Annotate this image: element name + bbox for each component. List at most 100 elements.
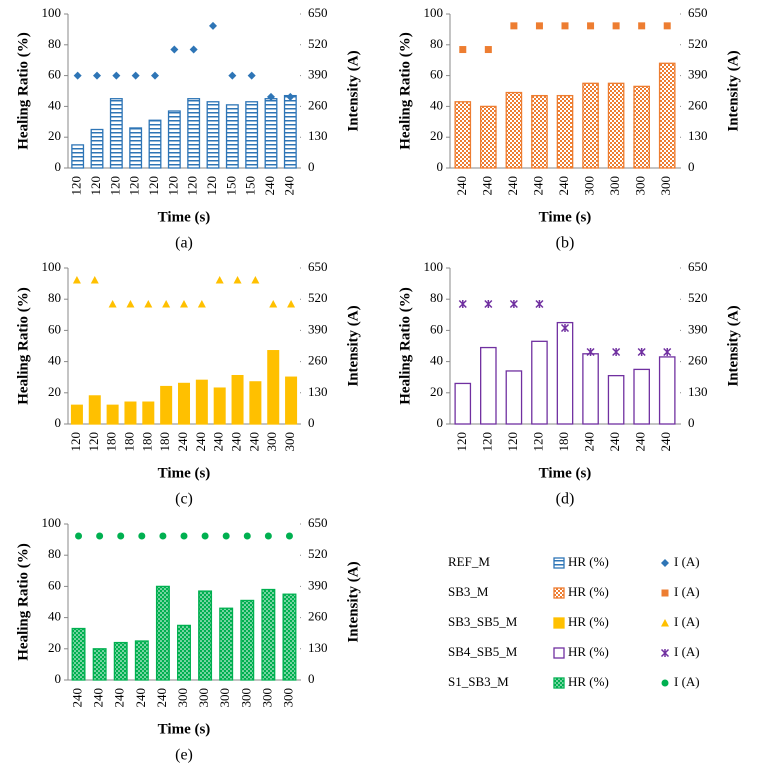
y-tick-label: 60: [48, 67, 61, 82]
bar: [71, 627, 86, 681]
y-tick-label: 60: [430, 67, 443, 82]
bar: [219, 607, 234, 681]
y-tick-label: 60: [48, 321, 61, 336]
y2-tick-label: 650: [308, 5, 328, 20]
intensity-point: [117, 532, 125, 540]
bar: [283, 94, 297, 169]
intensity-point: [484, 299, 493, 309]
y-tick-label: 100: [42, 515, 62, 530]
bar: [92, 648, 107, 681]
legend-label: I (A): [674, 584, 700, 599]
legend-label: HR (%): [568, 554, 609, 569]
y2-tick-label: 130: [308, 640, 328, 655]
intensity-point: [637, 347, 646, 357]
bar: [480, 105, 497, 169]
intensity-point: [131, 71, 140, 80]
intensity-point: [535, 299, 544, 309]
intensity-point: [144, 300, 153, 308]
y2-tick-label: 650: [688, 5, 708, 20]
bar: [267, 350, 280, 425]
bar: [142, 401, 155, 425]
x-tick-label: 180: [104, 432, 119, 452]
bar: [658, 62, 676, 169]
x-tick-label: 300: [196, 688, 211, 708]
y-axis-title: Healing Ratio (%): [15, 543, 31, 661]
intensity-point: [112, 71, 121, 80]
y2-tick-label: 0: [308, 415, 315, 430]
bar: [582, 82, 599, 169]
y2-tick-label: 650: [308, 259, 328, 274]
y-axis-title: Healing Ratio (%): [15, 32, 31, 150]
x-tick-label: 240: [479, 176, 494, 196]
legend-label: I (A): [674, 554, 700, 569]
y2-tick-label: 0: [688, 415, 695, 430]
bar: [249, 381, 262, 425]
y-axis-title: Healing Ratio (%): [397, 287, 413, 405]
x-axis-title: Time (s): [158, 209, 211, 225]
bar: [124, 401, 137, 425]
y-tick-label: 0: [55, 159, 62, 174]
legend-label: HR (%): [568, 674, 609, 689]
intensity-point: [170, 45, 179, 54]
intensity-point: [162, 300, 171, 308]
y2-tick-label: 520: [308, 290, 328, 305]
bar: [607, 374, 625, 425]
bar: [155, 585, 170, 681]
intensity-point: [638, 22, 646, 30]
bar: [282, 593, 297, 681]
bar: [90, 128, 104, 169]
x-tick-label: 300: [607, 176, 622, 196]
x-tick-label: 240: [262, 176, 277, 196]
intensity-point: [108, 300, 117, 308]
y2-tick-label: 650: [688, 259, 708, 274]
y2-tick-label: 520: [308, 36, 328, 51]
legend-label: HR (%): [568, 584, 609, 599]
intensity-point: [222, 532, 230, 540]
bar: [177, 624, 191, 681]
x-axis-title: Time (s): [158, 465, 211, 481]
bar: [480, 346, 497, 425]
bar: [264, 98, 278, 169]
legend-swatch: [553, 677, 565, 689]
y2-tick-label: 390: [688, 67, 708, 82]
intensity-point: [215, 276, 224, 284]
intensity-point: [484, 46, 492, 54]
bar: [187, 98, 201, 169]
bar: [71, 144, 85, 169]
bar: [106, 404, 119, 425]
y-tick-label: 100: [42, 259, 62, 274]
y-tick-label: 20: [48, 384, 61, 399]
panel-label: (b): [556, 235, 575, 252]
y-tick-label: 40: [48, 97, 61, 112]
bar: [134, 640, 149, 681]
x-tick-label: 120: [86, 432, 101, 452]
y2-axis-title: Intensity (A): [725, 305, 741, 386]
x-tick-label: 240: [281, 176, 296, 196]
x-tick-label: 180: [121, 432, 136, 452]
legend-label: S1_SB3_M: [448, 674, 509, 689]
bar: [177, 382, 191, 425]
y2-tick-label: 520: [308, 546, 328, 561]
intensity-point: [587, 22, 595, 30]
intensity-point: [269, 300, 278, 308]
legend-label: REF_M: [448, 554, 490, 569]
y2-axis-title: Intensity (A): [725, 50, 741, 131]
bar: [454, 382, 472, 425]
x-tick-label: 180: [157, 432, 172, 452]
y-tick-label: 40: [48, 609, 61, 624]
y2-tick-label: 520: [688, 290, 708, 305]
intensity-point: [663, 22, 671, 30]
legend-label: SB3_SB5_M: [448, 614, 518, 629]
bar: [531, 340, 548, 425]
intensity-point: [586, 347, 595, 357]
x-tick-label: 240: [633, 432, 648, 452]
x-tick-label: 120: [479, 432, 494, 452]
intensity-point: [180, 532, 188, 540]
intensity-point: [197, 300, 206, 308]
y-tick-label: 100: [424, 5, 444, 20]
x-tick-label: 240: [607, 432, 622, 452]
y2-tick-label: 390: [308, 67, 328, 82]
x-tick-label: 120: [107, 176, 122, 196]
intensity-point: [287, 300, 296, 308]
